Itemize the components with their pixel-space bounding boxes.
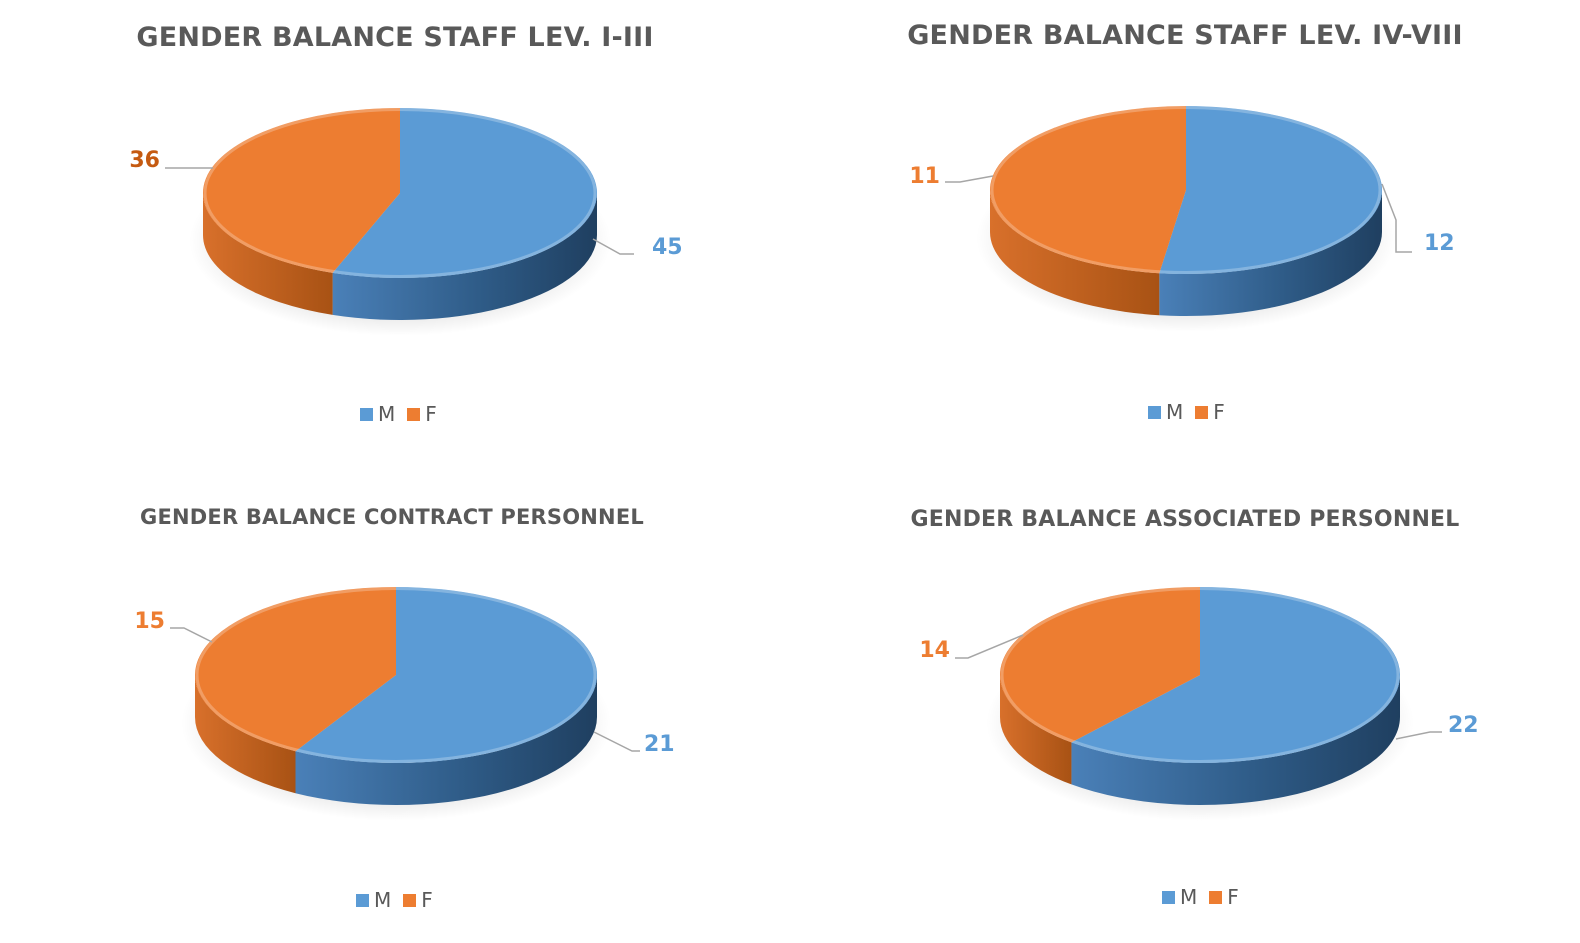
data-label-f: 36 <box>129 148 160 173</box>
legend-item-f: F <box>1209 885 1239 909</box>
legend: M F <box>356 888 439 912</box>
legend: M F <box>360 402 443 426</box>
pie-side-f <box>990 190 1160 316</box>
pie-rim <box>203 108 597 278</box>
chart-panel-contract-personnel: GENDER BALANCE CONTRACT PERSONNEL 21 15 M… <box>0 460 790 943</box>
leader-line-m <box>592 238 634 255</box>
data-label-m: 22 <box>1448 713 1479 738</box>
legend-swatch-f <box>403 893 417 907</box>
pie-slice-m <box>1159 106 1382 274</box>
legend-swatch-m <box>1162 890 1175 904</box>
chart-panel-associated-personnel: GENDER BALANCE ASSOCIATED PERSONNEL 22 14… <box>790 460 1580 943</box>
legend-label-m: M <box>1180 885 1198 909</box>
legend-swatch-f <box>1195 405 1209 419</box>
legend-item-f: F <box>403 888 433 912</box>
pie-chart: 21 15 <box>134 587 675 821</box>
pie-side-f <box>195 675 296 794</box>
leader-line-f <box>170 627 213 643</box>
pie-side-m <box>332 193 597 320</box>
legend: M F <box>1148 400 1231 424</box>
pie-slice-f <box>202 108 400 273</box>
legend-swatch-m <box>360 407 373 421</box>
legend-item-m: M <box>1148 400 1183 424</box>
chart-title: GENDER BALANCE CONTRACT PERSONNEL <box>140 505 644 529</box>
data-label-f: 14 <box>919 638 950 663</box>
data-label-m: 45 <box>652 235 683 260</box>
pie-side-f <box>1000 675 1072 785</box>
pie-slice-m <box>1071 587 1401 763</box>
pie-slice-f <box>989 106 1186 274</box>
pie-slice-m <box>295 587 597 763</box>
chart-panel-staff-lev-1-3: GENDER BALANCE STAFF LEV. I-III 45 36 M F <box>0 0 790 460</box>
pie-slice-f <box>194 587 396 752</box>
legend-swatch-f <box>407 407 421 421</box>
legend-item-m: M <box>1162 885 1197 909</box>
legend-item-m: M <box>360 402 395 426</box>
legend-label-f: F <box>425 402 437 426</box>
chart-title: GENDER BALANCE STAFF LEV. I-III <box>136 22 654 53</box>
leader-line-f <box>945 175 994 183</box>
pie-rim <box>990 106 1382 274</box>
legend-item-m: M <box>356 888 391 912</box>
legend-label-f: F <box>1227 885 1239 909</box>
chart-title: GENDER BALANCE ASSOCIATED PERSONNEL <box>910 507 1460 532</box>
legend-label-f: F <box>1213 400 1225 424</box>
pie-rim <box>1000 587 1400 763</box>
legend-swatch-m <box>1148 405 1161 419</box>
pie-slice-f <box>1000 587 1200 743</box>
leader-line-m <box>593 731 640 752</box>
legend-swatch-m <box>356 893 369 907</box>
pie-rim <box>195 587 597 763</box>
pie-chart: 22 14 <box>919 587 1479 821</box>
leader-line-m <box>1395 731 1442 740</box>
data-label-f: 11 <box>909 164 940 189</box>
legend: M F <box>1162 885 1245 909</box>
legend-item-f: F <box>1195 400 1225 424</box>
pie-side-f <box>202 193 333 315</box>
pie-chart: 12 11 <box>909 106 1455 332</box>
pie-slice-m <box>332 108 597 278</box>
legend-label-m: M <box>378 402 396 426</box>
data-label-f: 15 <box>134 609 165 634</box>
legend-label-f: F <box>421 888 433 912</box>
data-label-m: 12 <box>1424 231 1455 256</box>
pie-chart: 45 36 <box>129 108 683 336</box>
legend-label-m: M <box>1166 400 1184 424</box>
pie-side-m <box>1159 190 1382 316</box>
chart-panel-staff-lev-4-8: GENDER BALANCE STAFF LEV. IV-VIII 12 11 M… <box>790 0 1580 460</box>
legend-swatch-f <box>1209 890 1223 904</box>
legend-label-m: M <box>374 888 392 912</box>
chart-title: GENDER BALANCE STAFF LEV. IV-VIII <box>907 20 1463 51</box>
leader-line-m <box>1381 183 1412 253</box>
pie-side-m <box>295 675 597 805</box>
legend-item-f: F <box>407 402 437 426</box>
data-label-m: 21 <box>644 732 675 757</box>
pie-side-m <box>1071 675 1400 805</box>
leader-line-f <box>955 634 1024 659</box>
